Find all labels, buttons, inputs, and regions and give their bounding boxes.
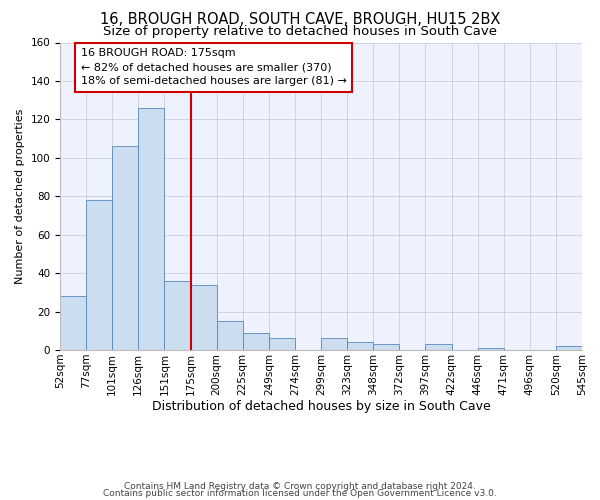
Bar bbox=[425, 344, 452, 350]
Bar bbox=[269, 338, 295, 350]
Bar bbox=[478, 348, 504, 350]
Bar bbox=[321, 338, 347, 350]
Text: Size of property relative to detached houses in South Cave: Size of property relative to detached ho… bbox=[103, 25, 497, 38]
Bar bbox=[164, 281, 191, 350]
Text: 16, BROUGH ROAD, SOUTH CAVE, BROUGH, HU15 2BX: 16, BROUGH ROAD, SOUTH CAVE, BROUGH, HU1… bbox=[100, 12, 500, 28]
Bar bbox=[373, 344, 400, 350]
Text: Contains HM Land Registry data © Crown copyright and database right 2024.: Contains HM Land Registry data © Crown c… bbox=[124, 482, 476, 491]
Bar bbox=[347, 342, 373, 350]
Bar bbox=[556, 346, 582, 350]
Bar bbox=[217, 321, 243, 350]
Bar bbox=[86, 200, 112, 350]
Bar bbox=[139, 108, 164, 350]
Bar bbox=[112, 146, 139, 350]
Y-axis label: Number of detached properties: Number of detached properties bbox=[15, 108, 25, 284]
X-axis label: Distribution of detached houses by size in South Cave: Distribution of detached houses by size … bbox=[152, 400, 490, 413]
Text: 16 BROUGH ROAD: 175sqm
← 82% of detached houses are smaller (370)
18% of semi-de: 16 BROUGH ROAD: 175sqm ← 82% of detached… bbox=[81, 48, 347, 86]
Bar bbox=[60, 296, 86, 350]
Bar bbox=[242, 332, 269, 350]
Text: Contains public sector information licensed under the Open Government Licence v3: Contains public sector information licen… bbox=[103, 490, 497, 498]
Bar bbox=[191, 284, 217, 350]
